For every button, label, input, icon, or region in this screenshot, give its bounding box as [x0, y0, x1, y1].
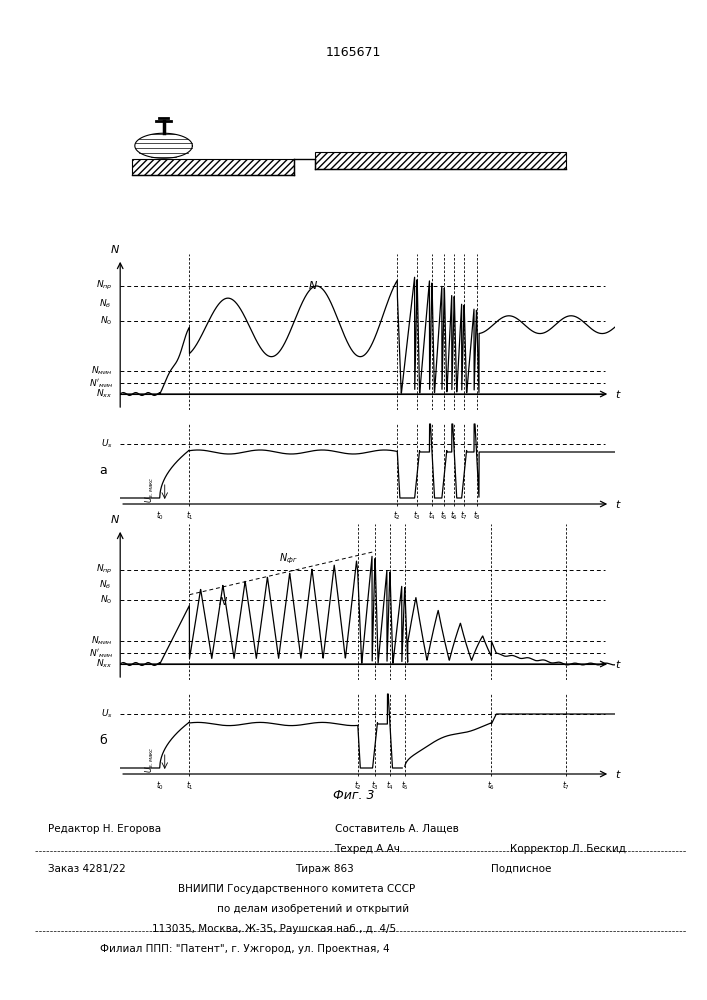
Text: $U_s$: $U_s$ [101, 438, 113, 450]
Text: $N_{мин}$: $N_{мин}$ [91, 635, 113, 647]
Polygon shape [315, 152, 566, 168]
Text: 1165671: 1165671 [326, 46, 381, 59]
Text: Техред А.Ач: Техред А.Ач [334, 844, 400, 854]
Text: Тираж 863: Тираж 863 [296, 864, 354, 874]
Text: ВНИИПИ Государственного комитета СССР: ВНИИПИ Государственного комитета СССР [178, 884, 416, 894]
Text: Корректор Л. Бескид: Корректор Л. Бескид [510, 844, 626, 854]
Text: $U_{s.макс}$: $U_{s.макс}$ [144, 477, 156, 503]
Text: Редактор Н. Егорова: Редактор Н. Егорова [48, 824, 161, 834]
Text: $t_2$: $t_2$ [393, 509, 402, 522]
Text: $t_6$: $t_6$ [450, 509, 458, 522]
Text: $t_7$: $t_7$ [460, 509, 468, 522]
Text: $N'_{мин}$: $N'_{мин}$ [88, 377, 113, 390]
Text: Филиал ППП: "Патент", г. Ужгород, ул. Проектная, 4: Филиал ППП: "Патент", г. Ужгород, ул. Пр… [100, 944, 390, 954]
Text: $N_{мин}$: $N_{мин}$ [91, 365, 113, 377]
Text: $t_1$: $t_1$ [185, 509, 194, 522]
Polygon shape [135, 133, 192, 158]
Text: $N_б$: $N_б$ [99, 579, 111, 591]
Text: $t_3$: $t_3$ [371, 779, 379, 792]
Text: $N_0$: $N_0$ [100, 315, 113, 327]
Text: Заказ 4281/22: Заказ 4281/22 [48, 864, 126, 874]
Text: Подписное: Подписное [491, 864, 551, 874]
Text: $N_{пр}$: $N_{пр}$ [96, 279, 113, 292]
Text: $t_5$: $t_5$ [440, 509, 448, 522]
Text: $t_0$: $t_0$ [156, 509, 164, 522]
Text: N: N [111, 245, 119, 255]
Text: $N'_{мин}$: $N'_{мин}$ [88, 647, 113, 660]
Text: б: б [99, 734, 107, 746]
Text: N: N [111, 515, 119, 525]
Text: a: a [99, 464, 107, 477]
Text: $N_{хх}$: $N_{хх}$ [96, 658, 113, 670]
Text: N: N [219, 597, 228, 607]
Text: N: N [308, 281, 317, 291]
Text: 113035, Москва, Ж-35, Раушская наб., д. 4/5: 113035, Москва, Ж-35, Раушская наб., д. … [153, 924, 397, 934]
Text: Составитель А. Лащев: Составитель А. Лащев [334, 824, 458, 834]
Text: $N_{хх}$: $N_{хх}$ [96, 388, 113, 400]
Text: $t_7$: $t_7$ [561, 779, 570, 792]
Text: Фиг. 3: Фиг. 3 [333, 789, 374, 802]
Text: $t_4$: $t_4$ [428, 509, 436, 522]
Text: $t_8$: $t_8$ [472, 509, 481, 522]
Text: $t_1$: $t_1$ [185, 779, 194, 792]
Text: $t_5$: $t_5$ [401, 779, 409, 792]
Text: $U_{s.макс}$: $U_{s.макс}$ [144, 747, 156, 773]
Text: $U_s$: $U_s$ [101, 708, 113, 720]
Text: $t_3$: $t_3$ [413, 509, 421, 522]
Text: по делам изобретений и открытий: по делам изобретений и открытий [218, 904, 409, 914]
Text: $t_6$: $t_6$ [487, 779, 496, 792]
Text: $t_0$: $t_0$ [156, 779, 164, 792]
Polygon shape [132, 159, 294, 175]
Text: $N_{фг}$: $N_{фг}$ [279, 551, 297, 566]
Text: $N_{пр}$: $N_{пр}$ [96, 563, 113, 576]
Text: $t$: $t$ [615, 388, 621, 400]
Text: $N_б$: $N_б$ [99, 297, 111, 310]
Text: $N_0$: $N_0$ [100, 594, 113, 606]
Text: $t_2$: $t_2$ [354, 779, 362, 792]
Text: $t$: $t$ [615, 498, 621, 510]
Text: $t_4$: $t_4$ [386, 779, 394, 792]
Text: $t$: $t$ [615, 768, 621, 780]
Text: $t$: $t$ [615, 658, 621, 670]
